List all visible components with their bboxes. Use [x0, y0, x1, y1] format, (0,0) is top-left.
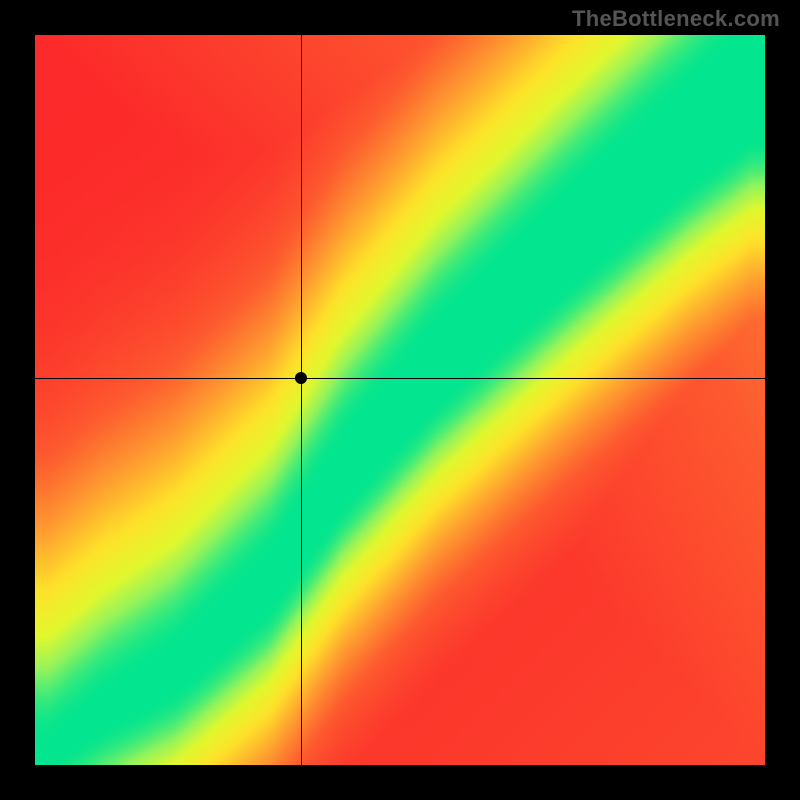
- crosshair-marker: [295, 372, 307, 384]
- crosshair-vertical: [301, 35, 302, 765]
- crosshair-horizontal: [35, 378, 765, 379]
- bottleneck-heatmap: [35, 35, 765, 765]
- watermark-text: TheBottleneck.com: [572, 6, 780, 32]
